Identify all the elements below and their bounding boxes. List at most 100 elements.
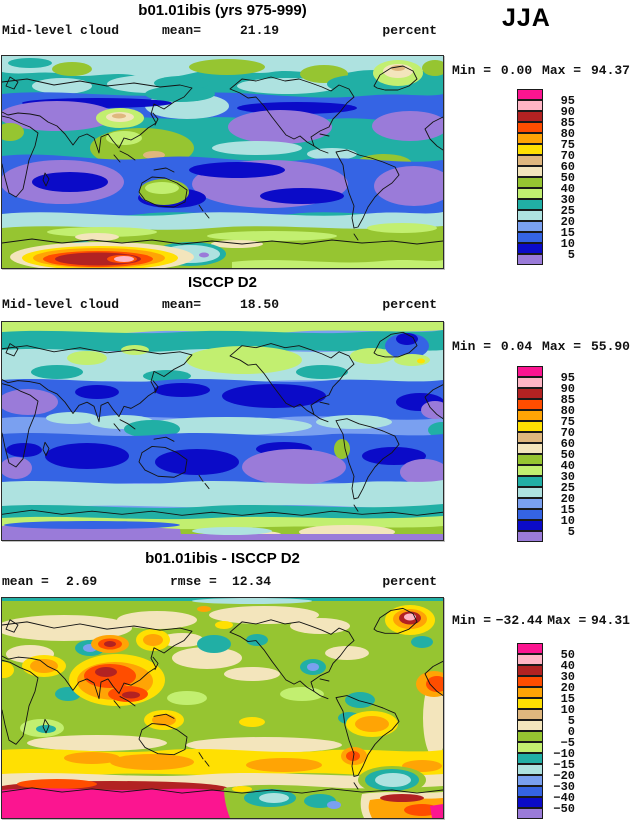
min-label: Min =: [452, 63, 492, 78]
mean-label: mean=: [162, 297, 202, 312]
legend-tick-label: 40: [560, 182, 575, 196]
legend-swatch: [517, 487, 543, 498]
legend-swatch: [517, 742, 543, 753]
legend-swatch: [517, 210, 543, 221]
legend-swatch: [517, 366, 543, 377]
legend-swatch: [517, 221, 543, 232]
legend-swatch: [517, 720, 543, 731]
legend-swatch: [517, 144, 543, 155]
legend-swatch: [517, 531, 543, 542]
rmse-label: rmse =: [170, 574, 217, 589]
legend-tick-label: 85: [560, 116, 575, 130]
legend-tick-label: 10: [560, 514, 575, 528]
legend-swatch: [517, 133, 543, 144]
mean-value: 21.19: [240, 23, 280, 38]
legend-tick-label: 30: [560, 470, 575, 484]
legend-tick-label: 20: [560, 215, 575, 229]
legend-minmax: Min = 0.00 Max = 94.37: [452, 63, 630, 78]
mean-value: 18.50: [240, 297, 280, 312]
legend-swatch: [517, 709, 543, 720]
legend-tick-label: 50: [560, 648, 575, 662]
mean-label: mean =: [2, 574, 49, 589]
legend-swatch: [517, 188, 543, 199]
stats-row: Mid-level cloud mean= 18.50 percent: [2, 297, 443, 313]
legend-swatch: [517, 399, 543, 410]
legend-swatch: [517, 775, 543, 786]
mean-value: 2.69: [66, 574, 98, 589]
legend-swatch: [517, 443, 543, 454]
legend-tick-label: 90: [560, 105, 575, 119]
legend-tick-label: 80: [560, 404, 575, 418]
max-value: 94.37: [590, 63, 630, 78]
legend-swatch: [517, 764, 543, 775]
legend-tick-label: −15: [553, 758, 575, 772]
legend-tick-label: 50: [560, 171, 575, 185]
legend-swatch: [517, 89, 543, 100]
legend-swatch: [517, 199, 543, 210]
legend-tick-label: 40: [560, 659, 575, 673]
legend-tick-label: 40: [560, 459, 575, 473]
legend-tick-label: 20: [560, 492, 575, 506]
legend-tick-label: −10: [553, 747, 575, 761]
mean-label: mean=: [162, 23, 202, 38]
units-label: percent: [382, 23, 437, 38]
legend-tick-label: 75: [560, 415, 575, 429]
legend-tick-label: 15: [560, 692, 575, 706]
legend-tick-label: 25: [560, 204, 575, 218]
color-legend: 95 90 85 80 75 70 60 50 40 30 25 20 15 10 5: [517, 89, 577, 267]
units-label: percent: [382, 574, 437, 589]
legend-tick-label: 20: [560, 681, 575, 695]
legend-tick-label: 90: [560, 382, 575, 396]
legend-tick-label: 5: [567, 248, 575, 262]
legend-swatch: [517, 410, 543, 421]
legend-swatch: [517, 498, 543, 509]
contour-map-model: [1, 55, 444, 269]
legend-tick-label: 0: [567, 725, 575, 739]
legend-swatch: [517, 388, 543, 399]
variable-label: Mid-level cloud: [2, 297, 120, 312]
max-label: Max =: [542, 63, 582, 78]
legend-swatch: [517, 797, 543, 808]
min-label: Min =: [452, 613, 492, 628]
legend-tick-label: −40: [553, 791, 575, 805]
legend-tick-label: 95: [560, 371, 575, 385]
panel-title: b01.01ibis - ISCCP D2: [145, 550, 300, 567]
legend-swatch: [517, 509, 543, 520]
legend-swatch: [517, 465, 543, 476]
legend-swatch: [517, 654, 543, 665]
legend-swatch: [517, 687, 543, 698]
legend-swatch: [517, 177, 543, 188]
contour-map-difference: [1, 597, 444, 819]
season-label: JJA: [502, 4, 551, 32]
min-value: 0.00: [500, 63, 533, 78]
legend-swatch: [517, 676, 543, 687]
max-label: Max =: [547, 613, 587, 628]
panel-title: b01.01ibis (yrs 975-999): [138, 2, 307, 19]
max-value: 94.31: [590, 613, 630, 628]
stats-row: mean = 2.69 rmse = 12.34 percent: [2, 574, 443, 590]
panel-title: ISCCP D2: [188, 274, 257, 291]
color-legend: 50 40 30 20 15 10 5 0 −5 −10 −15 −20 −30 −40 −50: [517, 643, 577, 820]
legend-tick-label: 30: [560, 193, 575, 207]
legend-swatch: [517, 232, 543, 243]
legend-swatch: [517, 665, 543, 676]
legend-tick-label: 5: [567, 714, 575, 728]
variable-label: Mid-level cloud: [2, 23, 120, 38]
min-label: Min =: [452, 339, 492, 354]
legend-swatch: [517, 243, 543, 254]
rmse-value: 12.34: [232, 574, 272, 589]
min-value: 0.04: [500, 339, 533, 354]
legend-swatch: [517, 698, 543, 709]
legend-swatch: [517, 421, 543, 432]
color-legend: 95 90 85 80 75 70 60 50 40 30 25 20 15 10 5: [517, 366, 577, 544]
legend-tick-label: −5: [560, 736, 575, 750]
legend-swatch: [517, 454, 543, 465]
legend-tick-label: 25: [560, 481, 575, 495]
legend-swatch: [517, 111, 543, 122]
legend-tick-label: 80: [560, 127, 575, 141]
legend-swatch: [517, 786, 543, 797]
legend-swatch: [517, 476, 543, 487]
legend-swatch: [517, 643, 543, 654]
legend-swatch: [517, 753, 543, 764]
